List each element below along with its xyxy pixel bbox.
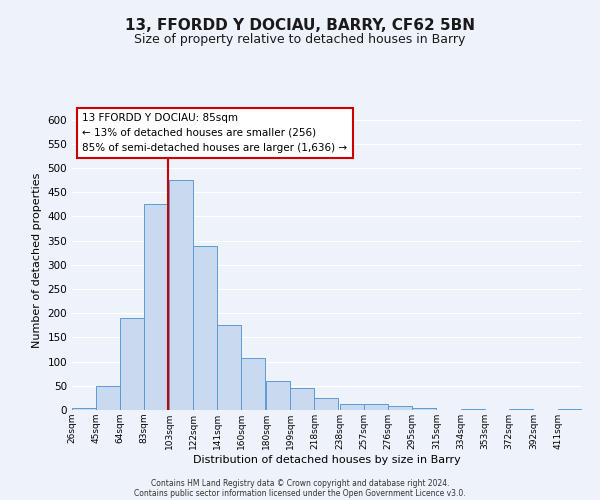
Bar [388, 406, 412, 410]
Text: Size of property relative to detached houses in Barry: Size of property relative to detached ho… [134, 32, 466, 46]
Bar [72, 408, 96, 410]
Bar [241, 358, 265, 410]
Bar [558, 409, 582, 410]
Bar [217, 326, 241, 410]
Bar [169, 180, 193, 410]
Bar [120, 318, 144, 410]
Bar [314, 398, 338, 410]
Text: Contains HM Land Registry data © Crown copyright and database right 2024.: Contains HM Land Registry data © Crown c… [151, 478, 449, 488]
Text: 13 FFORDD Y DOCIAU: 85sqm
← 13% of detached houses are smaller (256)
85% of semi: 13 FFORDD Y DOCIAU: 85sqm ← 13% of detac… [82, 113, 347, 152]
Bar [509, 409, 533, 410]
Y-axis label: Number of detached properties: Number of detached properties [32, 172, 42, 348]
Bar [266, 381, 290, 410]
X-axis label: Distribution of detached houses by size in Barry: Distribution of detached houses by size … [193, 454, 461, 464]
Bar [364, 404, 388, 410]
Bar [340, 404, 364, 410]
Bar [412, 408, 436, 410]
Bar [96, 386, 120, 410]
Text: 13, FFORDD Y DOCIAU, BARRY, CF62 5BN: 13, FFORDD Y DOCIAU, BARRY, CF62 5BN [125, 18, 475, 32]
Text: Contains public sector information licensed under the Open Government Licence v3: Contains public sector information licen… [134, 488, 466, 498]
Bar [193, 246, 217, 410]
Bar [290, 388, 314, 410]
Bar [461, 409, 485, 410]
Bar [144, 204, 168, 410]
